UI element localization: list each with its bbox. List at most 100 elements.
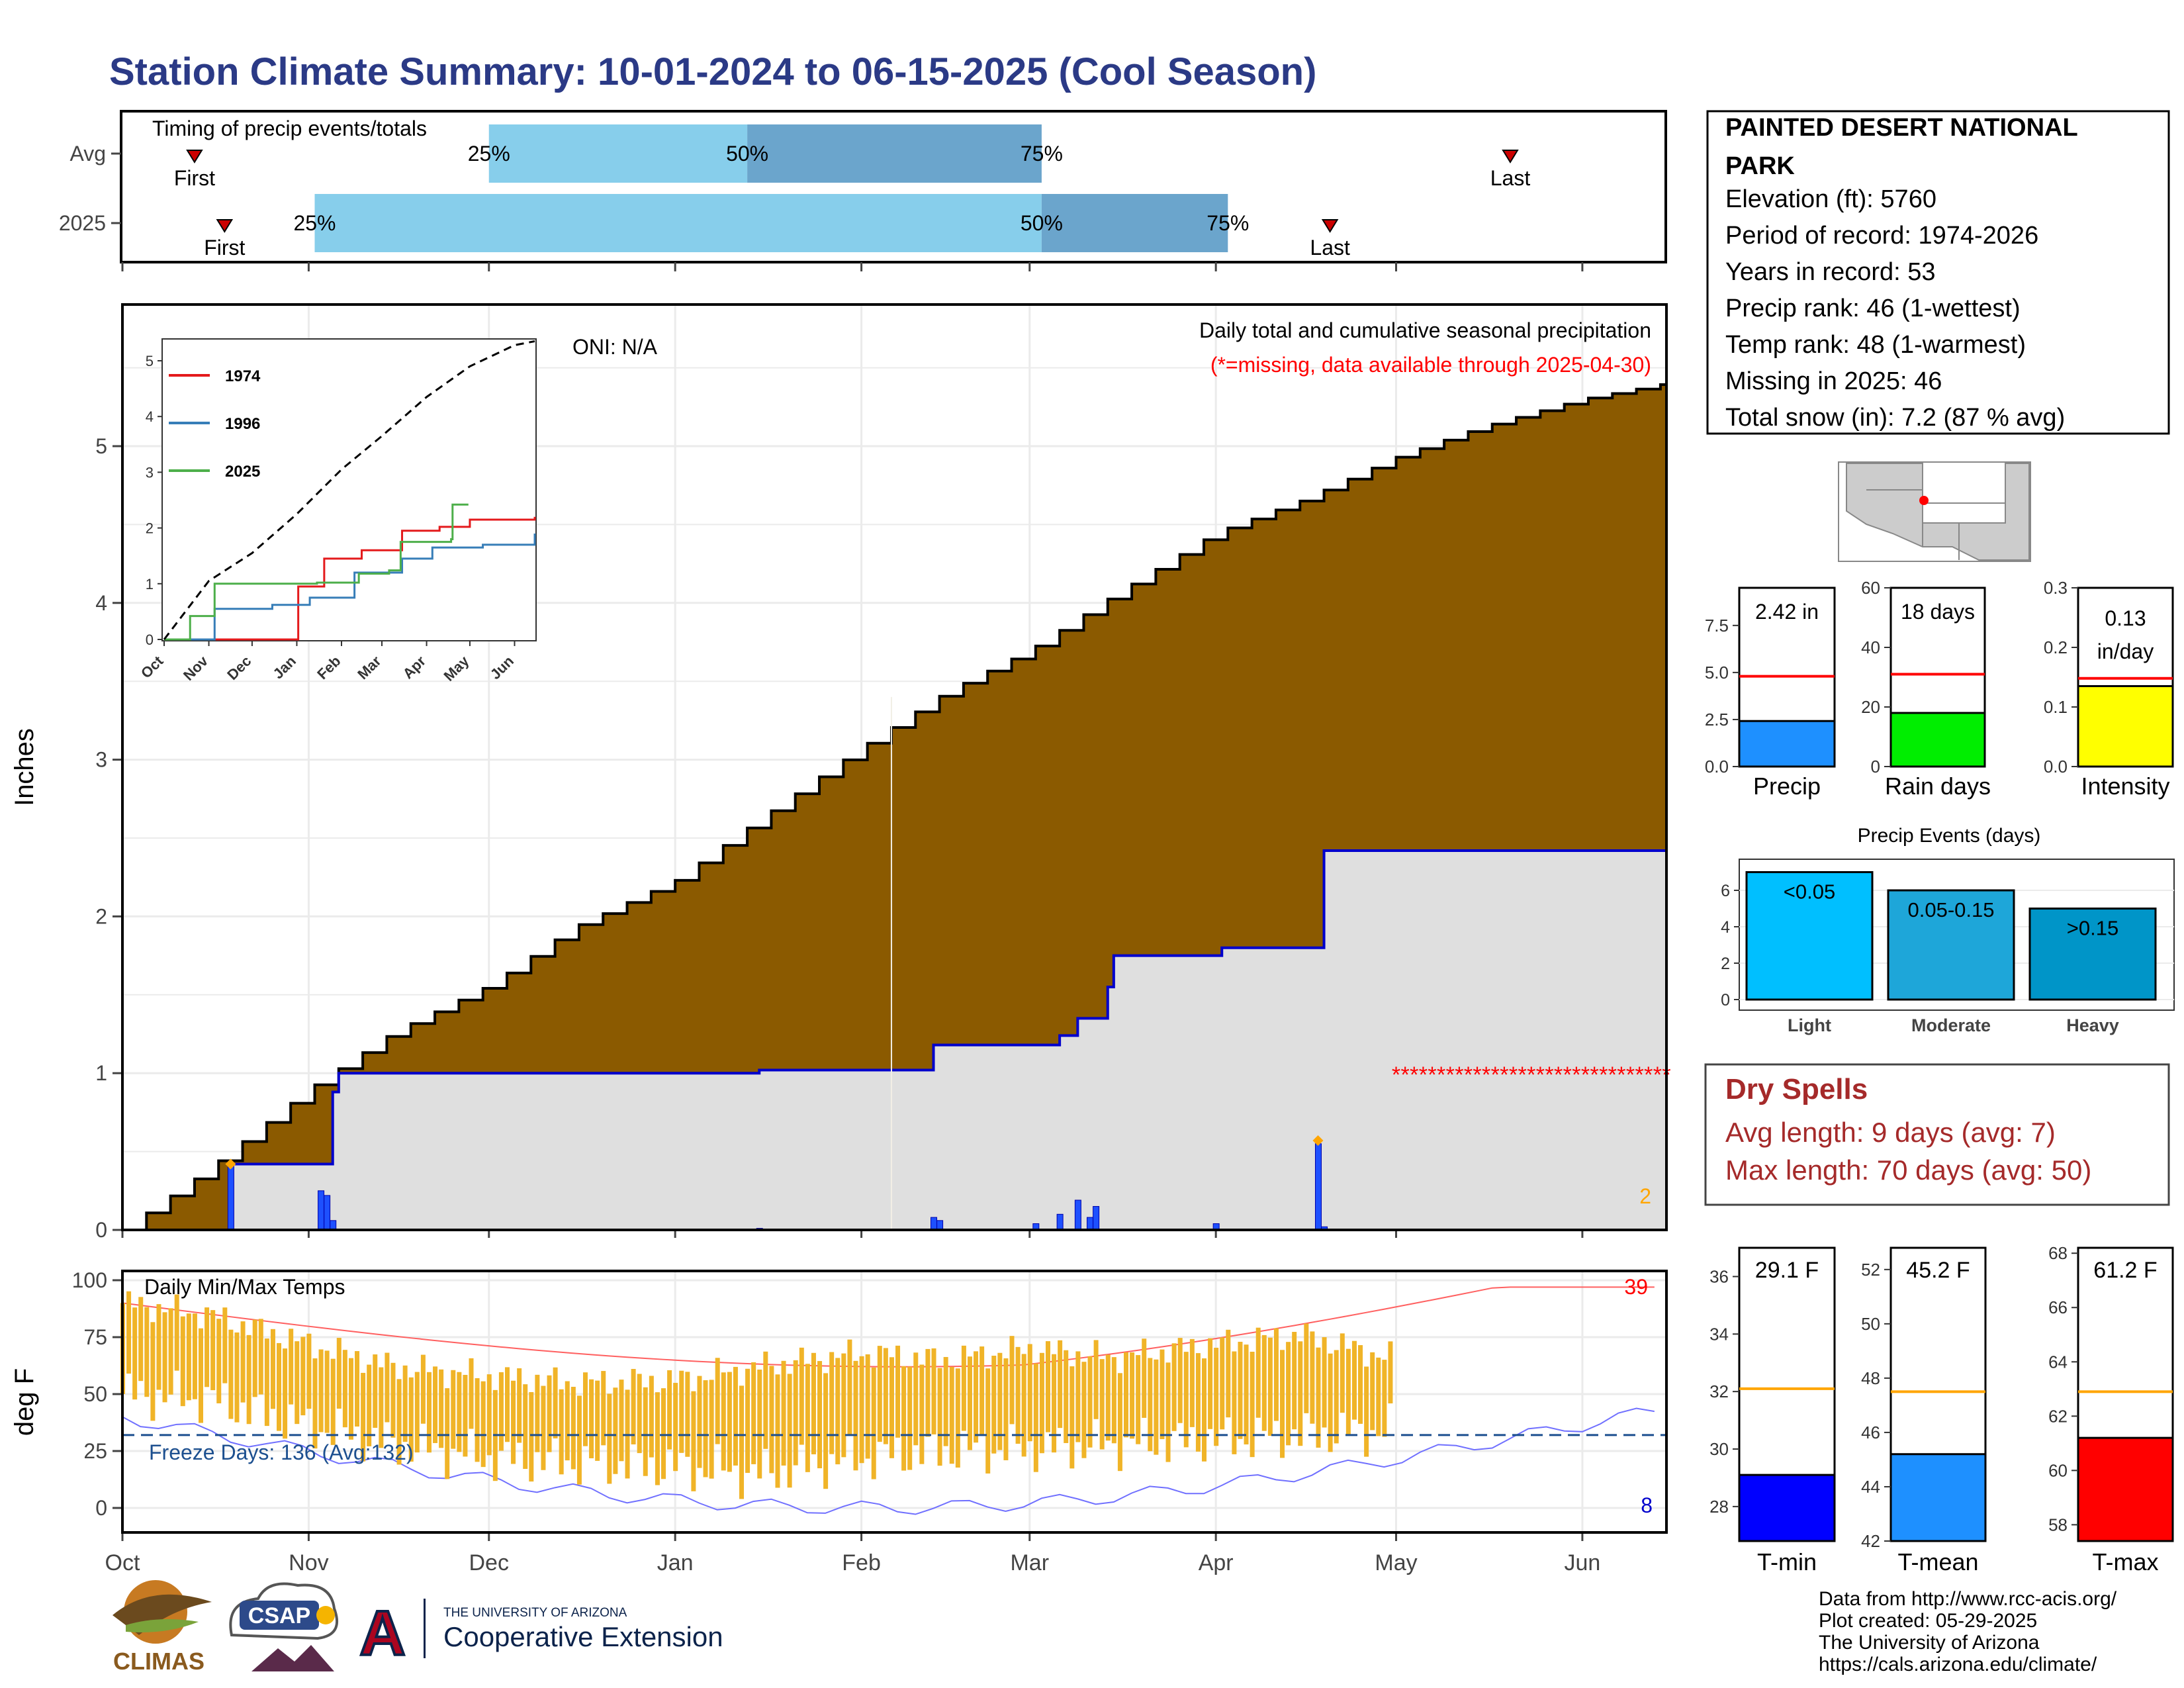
timing-label-50: 50% <box>726 142 768 165</box>
temp-range-bar <box>475 1378 480 1462</box>
temp-range-bar <box>300 1336 306 1416</box>
temp-y-tick-label: 75 <box>83 1325 107 1349</box>
temp-range-bar <box>613 1387 618 1474</box>
temp-range-bar <box>258 1319 263 1395</box>
temp-summary-y-tick-label: 42 <box>1861 1531 1880 1551</box>
summary-y-tick-label: 7.5 <box>1705 616 1729 635</box>
temp-range-bar <box>1345 1348 1351 1436</box>
inset-series-line <box>164 516 536 641</box>
missing-data-marker: * <box>1446 1062 1455 1088</box>
temp-range-bar <box>661 1388 666 1479</box>
temp-range-bar <box>1304 1323 1309 1413</box>
temp-range-bar <box>1123 1352 1128 1438</box>
missing-data-marker: * <box>1635 1062 1644 1088</box>
summary-y-tick-label: 20 <box>1861 697 1880 717</box>
temp-x-tick-label: Jan <box>657 1550 694 1575</box>
station-info-frame <box>1706 110 2170 435</box>
temp-range-bar <box>769 1366 774 1474</box>
timing-label-75: 75% <box>1206 211 1249 235</box>
missing-data-marker: * <box>1626 1062 1635 1088</box>
summary-y-tick-label: 0.0 <box>2044 757 2068 776</box>
temp-range-bar <box>925 1348 931 1437</box>
climas-logo-leaf <box>126 1619 199 1632</box>
inset-frame <box>161 338 537 641</box>
temp-panel: 0 25 50 75 100 Oct Nov Dec Jan Feb Mar Apr May Jun de… <box>10 1268 1668 1575</box>
inset-y-tick-label: 4 <box>146 408 154 425</box>
station-info: PAINTED DESERT NATIONAL PARK Elevation (… <box>1706 110 2170 435</box>
temp-range-bar <box>295 1341 300 1425</box>
temp-summary-y-tick-label: 58 <box>2048 1515 2068 1534</box>
timing-row-label: Avg <box>69 142 106 165</box>
temp-range-bar <box>445 1388 450 1479</box>
missing-data-marker: * <box>1599 1062 1608 1088</box>
daily-precip-bar <box>318 1190 325 1231</box>
precip-y-tick-label: 0 <box>95 1218 107 1242</box>
temp-range-bar <box>457 1372 462 1452</box>
missing-data-marker: * <box>1500 1062 1508 1088</box>
credit-website: https://cals.arizona.edu/climate/ <box>1819 1654 2097 1675</box>
temp-range-bar <box>426 1372 432 1453</box>
timing-label-25: 25% <box>293 211 336 235</box>
temp-range-bar <box>889 1357 894 1458</box>
timing-label-75: 75% <box>1021 142 1063 165</box>
temp-range-bar <box>1328 1353 1333 1452</box>
timing-last-marker <box>1502 150 1519 164</box>
record-low-line <box>122 1407 1655 1515</box>
temp-range-bar <box>757 1369 762 1479</box>
temp-range-bar <box>498 1372 504 1451</box>
temp-range-bar <box>517 1368 522 1443</box>
timing-bar-25-50 <box>314 194 1042 252</box>
dry-spells-avg: Avg length: 9 days (avg: 7) <box>1725 1117 2056 1148</box>
missing-data-marker: * <box>1527 1062 1535 1088</box>
inset-y-tick-label: 0 <box>146 632 154 648</box>
cold-day-count: 8 <box>1641 1493 1653 1517</box>
temp-range-bar <box>1058 1340 1063 1429</box>
temp-range-bar <box>1105 1354 1111 1441</box>
temp-range-bar <box>1238 1341 1243 1439</box>
timing-last-label: Last <box>1490 166 1531 190</box>
inset-series-line <box>164 503 469 641</box>
summary-y-tick-label: 0.2 <box>2044 637 2068 657</box>
temp-range-bar <box>1165 1362 1171 1462</box>
temp-summary-value-text: 29.1 F <box>1755 1258 1819 1283</box>
temp-range-bar <box>943 1356 948 1446</box>
temp-summary-y-tick-label: 46 <box>1861 1423 1880 1442</box>
station-temp-rank: Temp rank: 48 (1-warmest) <box>1725 331 2026 359</box>
timing-bar-50-75 <box>1041 194 1228 252</box>
daily-precip-bar <box>1087 1217 1094 1231</box>
temp-summary-value-bar <box>1889 1453 1987 1542</box>
temp-x-tick-label: May <box>1375 1550 1417 1575</box>
missing-data-marker: * <box>1473 1062 1481 1088</box>
temp-range-bar <box>1033 1363 1038 1472</box>
temp-summary-y-tick-label: 28 <box>1709 1497 1729 1517</box>
temp-summary-y-tick-label: 30 <box>1709 1439 1729 1459</box>
temp-plot-frame <box>121 1270 1668 1534</box>
temp-x-tick-label: Nov <box>289 1550 328 1575</box>
missing-data-marker: * <box>1554 1062 1563 1088</box>
record-high-line <box>122 1286 1655 1368</box>
summary-value-unit: in/day <box>2097 639 2154 663</box>
temp-range-bar <box>643 1387 648 1476</box>
observed-cumulative-line <box>122 849 1666 1231</box>
temp-range-bar <box>1226 1329 1231 1418</box>
summary-y-tick-label: 0 <box>1871 757 1880 776</box>
temp-range-bar <box>1183 1352 1189 1448</box>
events-title: Precip Events (days) <box>1858 825 2041 847</box>
missing-data-marker: * <box>1509 1062 1518 1088</box>
temp-summary-label: T-mean <box>1897 1548 1978 1575</box>
temp-range-bar <box>1052 1354 1057 1453</box>
temp-range-bar <box>715 1358 720 1444</box>
temp-range-bar <box>1316 1347 1321 1448</box>
summary-y-tick-label: 60 <box>1861 578 1880 598</box>
temp-range-bar <box>1171 1343 1177 1431</box>
temp-range-bar <box>793 1360 798 1466</box>
temp-range-bar <box>619 1380 624 1462</box>
temp-range-bar <box>270 1329 275 1409</box>
temp-range-bar <box>252 1319 257 1397</box>
temp-range-bar <box>895 1345 901 1438</box>
inset-legend-label: 1996 <box>225 415 260 433</box>
temp-range-bar <box>1334 1350 1339 1444</box>
temp-range-bar <box>205 1307 210 1387</box>
temp-range-bar <box>480 1381 486 1468</box>
temp-range-bar <box>1292 1332 1297 1430</box>
